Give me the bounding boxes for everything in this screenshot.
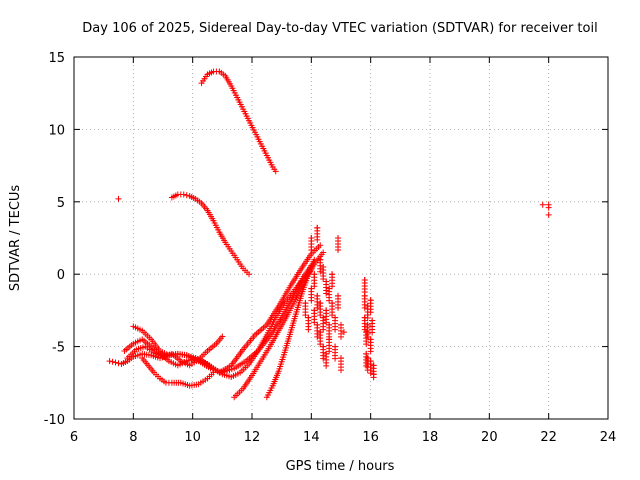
x-axis-label: GPS time / hours	[286, 459, 395, 474]
x-tick-label: 8	[129, 430, 137, 445]
data-point-track-d	[317, 242, 324, 249]
y-tick-label: 10	[48, 123, 65, 138]
data-point-cluster-16h	[369, 329, 376, 336]
data-point-cluster-16h	[367, 309, 374, 316]
data-point-isolated	[115, 195, 122, 202]
data-point-track-h	[320, 249, 327, 256]
x-tick-label: 6	[70, 430, 78, 445]
data-point-track-b	[246, 271, 253, 278]
data-point-isolated	[539, 201, 546, 208]
data-point-cluster-14h	[305, 326, 312, 333]
data-point-track-b	[183, 192, 190, 199]
y-tick-label: -10	[44, 413, 65, 428]
data-point-cluster-14h	[323, 362, 330, 369]
data-point-cluster-14h	[338, 367, 344, 374]
x-tick-label: 22	[540, 430, 557, 445]
data-point-cluster-14h	[338, 333, 344, 340]
data-point-isolated	[545, 204, 552, 211]
y-tick-label: 0	[57, 268, 65, 283]
x-tick-label: 24	[600, 430, 617, 445]
data-point-cluster-16h	[363, 341, 370, 348]
x-tick-label: 14	[303, 430, 320, 445]
plot-frame	[73, 56, 609, 420]
data-point-cluster-16h	[370, 374, 377, 381]
data-point-cluster-14h	[320, 326, 327, 333]
y-tick-label: 15	[48, 51, 65, 66]
data-point-track-b	[180, 191, 187, 198]
x-tick-label: 12	[244, 430, 261, 445]
y-tick-label: -5	[52, 341, 65, 356]
y-tick-label: 5	[57, 196, 65, 211]
data-point-cluster-14h	[314, 236, 321, 243]
y-axis-label: SDTVAR / TECUs	[8, 185, 23, 292]
data-point-cluster-14h	[335, 247, 342, 253]
data-point-track-i	[311, 256, 318, 263]
data-point-cluster-14h	[332, 355, 339, 362]
data-point-cluster-14h	[308, 297, 315, 304]
data-point-track-c	[112, 359, 119, 366]
data-point-track-c	[109, 358, 116, 365]
data-point-cluster-16h	[364, 315, 371, 322]
data-point-cluster-14h	[308, 247, 315, 253]
data-point-cluster-14h	[311, 283, 318, 290]
axis-ticks: 6 8 10 12 14 16 18 20 22 24 -10 -5 0 5 10 15	[44, 51, 617, 445]
x-tick-label: 16	[362, 430, 379, 445]
data-point-cluster-14h	[326, 348, 333, 355]
data-point-cluster-14h	[329, 283, 336, 290]
x-tick-label: 10	[184, 430, 201, 445]
x-tick-label: 18	[422, 430, 439, 445]
data-point-isolated	[545, 211, 552, 218]
data-point-track-a	[272, 168, 279, 175]
data-point-cluster-14h	[335, 304, 342, 311]
x-tick-label: 20	[481, 430, 498, 445]
data-point-track-e	[219, 333, 226, 340]
data-point-track-g	[210, 369, 217, 376]
data-point-cluster-14h	[332, 326, 339, 333]
data-marks	[106, 68, 552, 401]
data-point-track-c	[106, 358, 113, 365]
grid-lines	[74, 57, 608, 419]
data-point-cluster-16h	[367, 348, 374, 355]
chart-title: Day 106 of 2025, Sidereal Day-to-day VTE…	[82, 21, 597, 36]
